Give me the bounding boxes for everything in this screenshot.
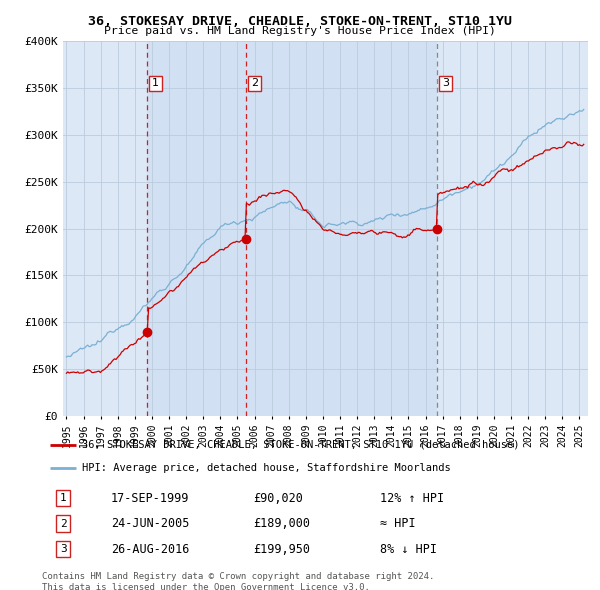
Text: Contains HM Land Registry data © Crown copyright and database right 2024.: Contains HM Land Registry data © Crown c… <box>42 572 434 581</box>
Text: ≈ HPI: ≈ HPI <box>380 517 416 530</box>
Text: 36, STOKESAY DRIVE, CHEADLE, STOKE-ON-TRENT, ST10 1YU: 36, STOKESAY DRIVE, CHEADLE, STOKE-ON-TR… <box>88 15 512 28</box>
Text: 2: 2 <box>251 78 258 88</box>
Bar <box>147 41 437 416</box>
Text: £189,000: £189,000 <box>253 517 310 530</box>
Text: 1: 1 <box>60 493 67 503</box>
Text: £90,020: £90,020 <box>253 491 303 504</box>
Text: 17-SEP-1999: 17-SEP-1999 <box>110 491 189 504</box>
Text: HPI: Average price, detached house, Staffordshire Moorlands: HPI: Average price, detached house, Staf… <box>82 463 451 473</box>
Text: 1: 1 <box>152 78 159 88</box>
Text: 3: 3 <box>442 78 449 88</box>
Text: This data is licensed under the Open Government Licence v3.0.: This data is licensed under the Open Gov… <box>42 583 370 590</box>
Text: 8% ↓ HPI: 8% ↓ HPI <box>380 543 437 556</box>
Text: 26-AUG-2016: 26-AUG-2016 <box>110 543 189 556</box>
Text: £199,950: £199,950 <box>253 543 310 556</box>
Text: 36, STOKESAY DRIVE, CHEADLE, STOKE-ON-TRENT, ST10 1YU (detached house): 36, STOKESAY DRIVE, CHEADLE, STOKE-ON-TR… <box>82 440 519 450</box>
Text: Price paid vs. HM Land Registry's House Price Index (HPI): Price paid vs. HM Land Registry's House … <box>104 26 496 36</box>
Text: 3: 3 <box>60 544 67 554</box>
Text: 24-JUN-2005: 24-JUN-2005 <box>110 517 189 530</box>
Text: 12% ↑ HPI: 12% ↑ HPI <box>380 491 444 504</box>
Text: 2: 2 <box>60 519 67 529</box>
